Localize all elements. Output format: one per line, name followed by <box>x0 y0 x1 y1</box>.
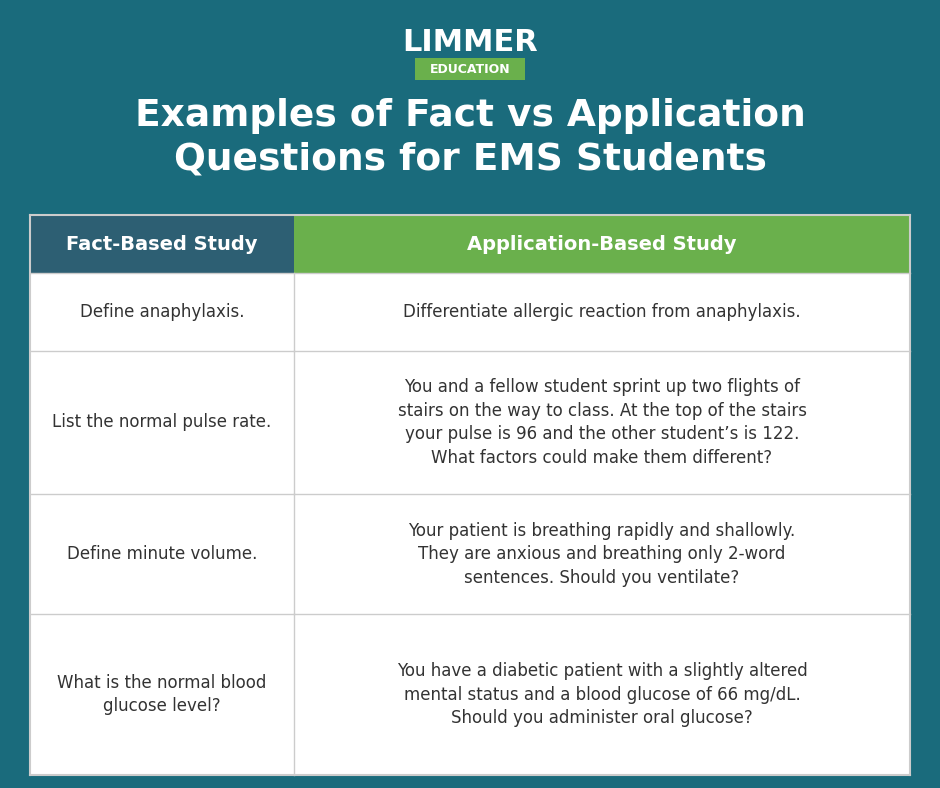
Text: Examples of Fact vs Application
Questions for EMS Students: Examples of Fact vs Application Question… <box>134 98 806 177</box>
Text: Define minute volume.: Define minute volume. <box>67 545 258 563</box>
Text: Define anaphylaxis.: Define anaphylaxis. <box>80 303 244 321</box>
Text: Application-Based Study: Application-Based Study <box>467 235 737 254</box>
Text: Your patient is breathing rapidly and shallowly.
They are anxious and breathing : Your patient is breathing rapidly and sh… <box>408 522 795 587</box>
FancyBboxPatch shape <box>30 494 294 615</box>
Text: You have a diabetic patient with a slightly altered
mental status and a blood gl: You have a diabetic patient with a sligh… <box>397 662 807 727</box>
FancyBboxPatch shape <box>30 215 910 775</box>
FancyBboxPatch shape <box>294 351 910 494</box>
FancyBboxPatch shape <box>415 58 525 80</box>
Text: LIMMER: LIMMER <box>402 28 538 57</box>
FancyBboxPatch shape <box>294 273 910 351</box>
Text: Fact-Based Study: Fact-Based Study <box>66 235 258 254</box>
FancyBboxPatch shape <box>30 351 294 494</box>
FancyBboxPatch shape <box>30 273 294 351</box>
Text: List the normal pulse rate.: List the normal pulse rate. <box>53 414 272 431</box>
FancyBboxPatch shape <box>294 494 910 615</box>
FancyBboxPatch shape <box>294 215 910 273</box>
Text: Differentiate allergic reaction from anaphylaxis.: Differentiate allergic reaction from ana… <box>403 303 801 321</box>
FancyBboxPatch shape <box>30 615 294 775</box>
Text: EDUCATION: EDUCATION <box>430 62 510 76</box>
Text: You and a fellow student sprint up two flights of
stairs on the way to class. At: You and a fellow student sprint up two f… <box>398 378 807 466</box>
Text: What is the normal blood
glucose level?: What is the normal blood glucose level? <box>57 674 267 716</box>
FancyBboxPatch shape <box>294 615 910 775</box>
FancyBboxPatch shape <box>30 215 294 273</box>
